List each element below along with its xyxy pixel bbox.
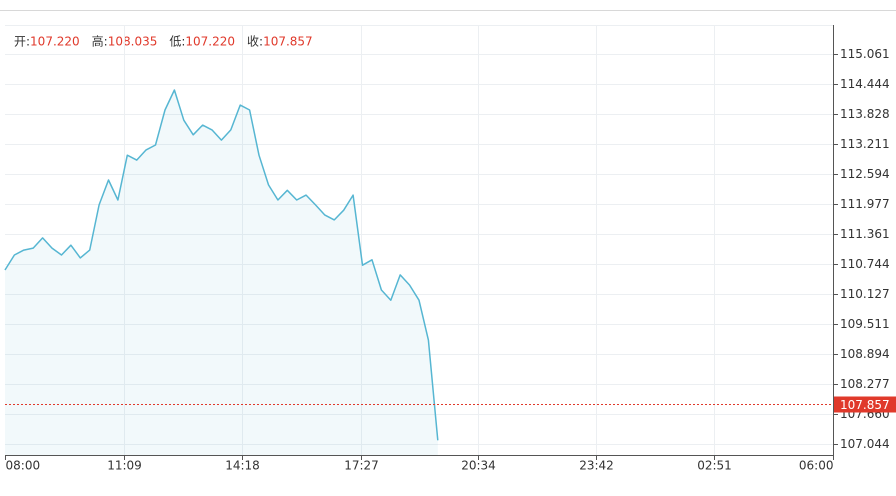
line [4,89,439,441]
y-tick-label: 112.594 [840,167,890,181]
x-tick-label: 23:42 [579,459,614,473]
ohlc-value: 107.857 [263,35,313,49]
ohlc-label: 收: [247,35,263,49]
y-tick-label: 113.211 [840,137,890,151]
y-tick-label: 111.977 [840,197,890,211]
ohlc-label: 开: [14,35,30,49]
x-tick-label: 11:09 [107,459,142,473]
y-tick-label: 110.744 [840,257,890,271]
y-tick-label: 114.444 [840,77,890,91]
x-tick-label: 17:27 [344,459,379,473]
ohlc-label: 低: [169,35,185,49]
ohlc-label: 高: [92,34,108,49]
y-tick-label: 109.511 [840,317,890,331]
y-tick-label: 108.277 [840,377,890,391]
x-tick-label: 14:18 [225,459,260,473]
last-price-label: 107.857 [840,398,890,412]
last-price-tag [834,396,896,413]
x-tick-label: 02:51 [697,459,732,473]
y-tick-label: 108.894 [840,347,890,361]
y-tick-label: 115.061 [840,47,890,61]
ohlc-value: 107.220 [185,35,235,49]
y-tick-label: 110.127 [840,287,890,301]
y-tick-label: 107.044 [840,437,890,451]
y-tick-label: 111.361 [840,227,890,241]
ohlc-value: 107.220 [30,35,80,49]
ohlc-header: 开: 107.220 高: 108.035 低: 107.220 收: 107.857 [14,34,313,49]
x-tick-label: 06:00 [799,459,834,473]
x-tick-label: 20:34 [461,459,496,473]
y-tick-label: 113.828 [840,107,890,121]
area [5,90,438,455]
ohlc-value: 108.035 [108,35,158,49]
x-tick-label: 08:00 [6,459,41,473]
